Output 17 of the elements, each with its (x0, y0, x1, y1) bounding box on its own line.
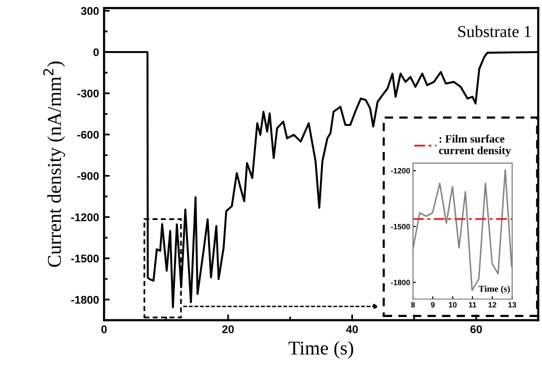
x-tick-label: 0 (101, 325, 107, 334)
y-tick-label: -900 (77, 172, 99, 180)
annotation: Substrate 1 (458, 25, 531, 38)
y-tick-label: 0 (93, 48, 99, 56)
x-axis-title: Time (s) (478, 286, 510, 294)
x-tick-label: 40 (346, 325, 358, 334)
x-tick-label: 60 (470, 325, 482, 334)
y-tick-label: -1800 (71, 296, 99, 304)
y-tick-label: -600 (77, 130, 99, 139)
x-tick-label: 20 (222, 325, 234, 334)
y-axis-title: Current density (nA/mm$^{2}$) (43, 61, 65, 267)
x-axis-title: Time (s) (288, 340, 354, 359)
y-tick-label: -1500 (71, 254, 99, 262)
legend-label: : Film surface current density (439, 134, 511, 156)
y-tick-label: -1200 (71, 213, 99, 222)
y-tick-label: -300 (77, 90, 99, 98)
y-tick-label: 300 (80, 7, 99, 15)
